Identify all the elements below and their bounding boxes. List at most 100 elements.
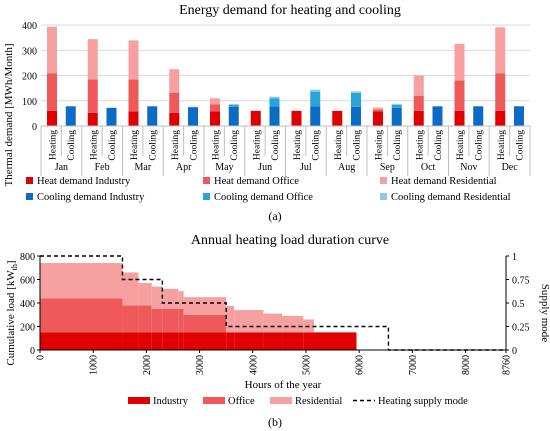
heating-bar-segment (87, 79, 98, 113)
chart-b-x-tick-label: 1000 (89, 355, 100, 375)
chart-b-area-industry (183, 332, 227, 350)
chart-a-month-label: Sep (380, 162, 395, 173)
chart-b-area-residential (122, 272, 139, 306)
heating-bar-segment (291, 110, 302, 126)
chart-a-month-label: Feb (95, 162, 110, 173)
heating-bar-segment (413, 75, 424, 96)
chart-a-legend-swatch (380, 193, 387, 200)
chart-b-area-industry (234, 332, 264, 350)
heating-bar-segment (47, 26, 58, 74)
chart-b-area-industry (162, 332, 179, 350)
chart-b-y-tick-label: 600 (20, 276, 35, 287)
heating-bar-segment (495, 73, 506, 111)
heating-bar-segment (495, 27, 506, 74)
chart-b-area-office (183, 314, 227, 333)
cooling-bar-segment (350, 92, 361, 107)
chart-a-legend-label: Cooling demand Industry (37, 192, 145, 203)
chart-b-area-office (178, 308, 184, 333)
chart-b-x-tick-label: 2000 (142, 355, 153, 375)
chart-b-legend-swatch (270, 397, 292, 404)
chart-b-y-tick-label: 800 (20, 252, 35, 263)
chart-b-area-residential (151, 286, 163, 309)
chart-b-area-industry (178, 332, 184, 350)
chart-a-bar-label: Cooling (149, 130, 159, 161)
chart-a-y-ticks: 0 100 200 300 400 (22, 21, 37, 133)
chart-a-legend-label: Heat demand Industry (37, 176, 131, 187)
chart-a-legend-swatch (26, 177, 33, 184)
chart-a-bar-label: Cooling (189, 130, 199, 161)
cooling-bar-segment (310, 106, 321, 126)
heating-bar-segment (210, 104, 221, 112)
chart-b-title: Annual heating load duration curve (191, 233, 389, 248)
chart-a-bar-label: Heating (375, 130, 385, 160)
cooling-bar-segment (228, 106, 239, 126)
cooling-bar-segment (350, 106, 361, 126)
chart-b-y2-tick-label: 1 (512, 252, 517, 263)
chart-b-areas (40, 263, 357, 350)
chart-a-y-tick-label: 100 (22, 97, 37, 108)
chart-b-x-tick-label: 8760 (502, 355, 513, 375)
chart-a-bar-label: Cooling (108, 130, 118, 161)
chart-a-month-label: Jul (300, 162, 312, 173)
chart-a-bar-label: Heating (130, 130, 140, 160)
heating-bar-segment (373, 109, 384, 112)
chart-b-x-tick-label: 6000 (355, 355, 366, 375)
chart-b-y2-tick-label: 0.5 (512, 299, 525, 310)
heating-bar-segment (47, 110, 58, 126)
chart-b-area-industry (151, 332, 163, 350)
cooling-bar-segment (187, 106, 198, 108)
chart-b-supply-line (40, 255, 506, 351)
heating-bar-segment (128, 79, 139, 112)
chart-a-legend-label: Heat demand Residential (391, 176, 497, 187)
heating-bar-segment (454, 43, 465, 81)
chart-b-area-industry (226, 332, 235, 350)
chart-a-bar-label: Cooling (67, 130, 77, 161)
cooling-bar-segment (65, 106, 76, 126)
chart-b-legend-label: Industry (153, 396, 189, 407)
cooling-bar-segment (391, 104, 402, 105)
chart-b-area-industry (303, 332, 314, 350)
chart-b-y2label: Supply mode (539, 284, 550, 342)
cooling-bar-segment (228, 104, 239, 107)
chart-a-month-label: Mar (135, 162, 152, 173)
chart-b-ylabel-end: ] (5, 260, 17, 264)
chart-b-ylabel: Cumulative load [kWth] (5, 260, 19, 365)
chart-a-legend-swatch (380, 177, 387, 184)
cooling-bar-segment (106, 107, 117, 126)
chart-b-x-tick-label: 0 (36, 355, 47, 360)
chart-a-legend-swatch (203, 193, 210, 200)
heating-bar-segment (210, 98, 221, 105)
chart-a-bar-label: Heating (334, 130, 344, 160)
cooling-bar-segment (187, 107, 198, 126)
heating-bar-segment (250, 110, 261, 126)
chart-a-bar-label: Heating (212, 130, 222, 160)
heating-bar-segment (413, 95, 424, 111)
chart-a-y-tick-label: 200 (22, 72, 37, 83)
cooling-bar-segment (391, 104, 402, 108)
cooling-bar-segment (473, 106, 484, 126)
chart-a-month-label: Dec (502, 162, 519, 173)
chart-a-bar-label: Heating (171, 130, 181, 160)
chart-a-month-label: Aug (338, 162, 355, 173)
chart-b-legend-label: Heating supply mode (378, 396, 468, 407)
chart-b-legend-swatch (203, 397, 225, 404)
cooling-bar-segment (269, 106, 280, 126)
chart-b-y-tick-label: 400 (20, 299, 35, 310)
chart-a-month-label: Apr (176, 162, 192, 173)
chart-a-bar-label: Heating (415, 130, 425, 160)
heating-bar-segment (87, 39, 98, 80)
chart-b-x-tick-label: 4000 (248, 355, 259, 375)
chart-a-bar-label: Cooling (352, 130, 362, 161)
chart-b-area-industry (138, 332, 152, 350)
heating-supply-mode-line (40, 255, 506, 351)
chart-b-area-industry (122, 332, 139, 350)
cooling-bar-segment (269, 96, 280, 99)
heating-bar-segment (169, 112, 180, 126)
chart-b-area-office (162, 308, 179, 333)
heating-bar-segment (454, 110, 465, 126)
chart-a-y-tick-label: 300 (22, 46, 37, 57)
heating-bar-segment (210, 111, 221, 126)
chart-a-caption: (a) (268, 209, 281, 223)
heating-bar-segment (332, 110, 343, 126)
